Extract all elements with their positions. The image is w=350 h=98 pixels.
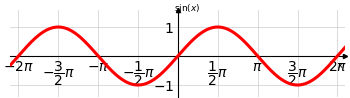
Text: $\sin(x)$: $\sin(x)$ — [174, 2, 200, 14]
Text: x: x — [338, 61, 343, 70]
